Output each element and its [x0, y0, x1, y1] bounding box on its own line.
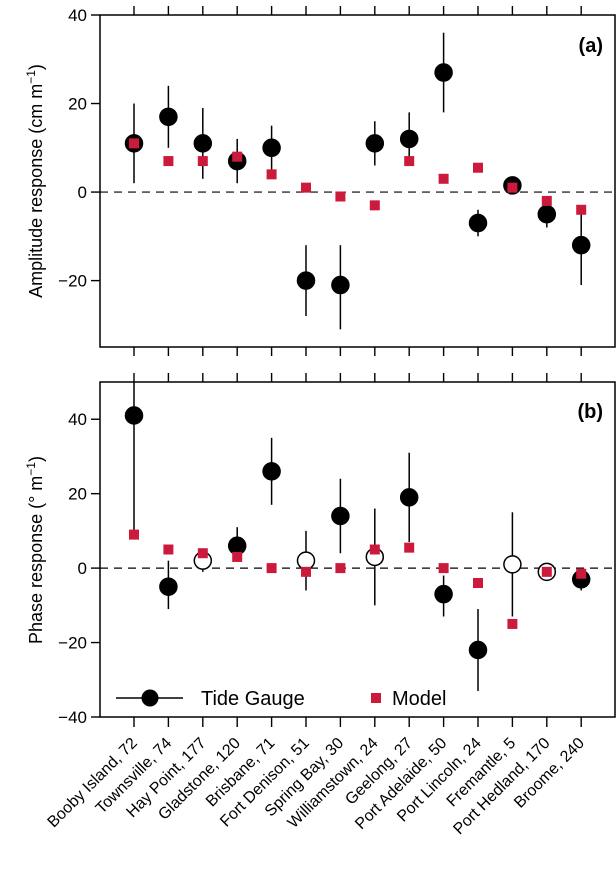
x-axis-ticks: [133, 6, 582, 727]
tide-gauge-point: [399, 488, 419, 507]
y-tick-label: −20: [58, 634, 87, 653]
y-tick-label: −40: [58, 708, 87, 727]
tide-gauge-point: [296, 551, 316, 570]
model-point: [232, 151, 243, 162]
legend-gauge-label: Tide Gauge: [201, 688, 305, 710]
model-point: [438, 563, 449, 574]
panel-amplitude: −20 0 20 40 (a) Amplitude response (cm m−1): [24, 6, 616, 348]
model-series: [129, 529, 587, 629]
model-point: [335, 191, 346, 202]
y-axis: −40 −20 0 20 40: [58, 410, 100, 727]
y-tick-label: 40: [68, 6, 87, 25]
y-axis: −20 0 20 40: [58, 6, 100, 291]
y-tick-label: 0: [78, 183, 87, 202]
tide-gauge-point: [331, 275, 350, 295]
panel-label: (b): [577, 401, 603, 423]
model-point: [576, 568, 587, 579]
tide-gauge-point: [434, 584, 453, 604]
model-point: [473, 578, 483, 588]
model-point: [438, 173, 449, 184]
model-point: [507, 182, 518, 193]
legend-model-label: Model: [392, 688, 446, 710]
tide-gauge-point: [399, 129, 419, 149]
legend-gauge-marker: [141, 689, 159, 707]
tide-gauge-point: [468, 213, 488, 233]
y-tick-label: −20: [58, 272, 87, 291]
model-point: [404, 542, 415, 553]
tide-gauge-point: [262, 462, 281, 481]
model-point: [369, 200, 380, 211]
tide-gauge-point: [262, 138, 281, 158]
tide-gauge-point: [468, 640, 488, 660]
model-point: [473, 162, 483, 173]
tide-gauge-point: [571, 235, 591, 255]
tide-gauge-point: [193, 134, 213, 153]
model-point: [129, 138, 139, 149]
tide-gauge-point: [365, 134, 385, 153]
model-point: [335, 563, 346, 574]
tide-gauge-point: [331, 506, 350, 526]
model-point: [197, 548, 208, 559]
model-point: [301, 182, 311, 193]
y-axis-label: Phase response (° m−1): [24, 456, 46, 644]
model-point: [163, 544, 174, 555]
y-tick-label: 0: [78, 559, 87, 578]
model-point: [576, 204, 587, 215]
model-point: [197, 156, 208, 167]
y-tick-label: 40: [68, 410, 87, 429]
tide-gauge-point: [434, 63, 453, 82]
model-point: [266, 169, 277, 180]
legend-model-marker: [371, 693, 381, 703]
panel-phase: −40 −20 0 20 40 (b) Phase response (° m−1): [24, 381, 616, 727]
model-series: [129, 138, 587, 215]
panel-label: (a): [579, 35, 603, 57]
plot-frame: [99, 14, 616, 348]
legend: Tide Gauge Model: [116, 688, 446, 710]
model-point: [507, 618, 518, 629]
tide-gauge-point: [537, 204, 557, 224]
tide-gauge-series: [124, 382, 591, 691]
y-tick-label: 20: [68, 485, 87, 504]
tide-gauge-point: [124, 406, 144, 425]
tide-gauge-point: [227, 536, 247, 556]
model-point: [301, 566, 311, 577]
model-point: [232, 551, 243, 562]
model-point: [266, 563, 277, 574]
model-point: [404, 156, 415, 167]
tide-gauge-series: [124, 32, 591, 330]
tide-gauge-point: [159, 577, 178, 596]
model-point: [163, 156, 174, 167]
y-axis-label: Amplitude response (cm m−1): [24, 64, 46, 298]
model-point: [541, 566, 552, 577]
tide-gauge-point: [159, 107, 178, 127]
model-point: [129, 529, 139, 540]
model-point: [369, 544, 380, 555]
model-point: [541, 195, 552, 206]
plot-frame: [99, 381, 616, 718]
tide-gauge-point: [503, 555, 522, 574]
y-tick-label: 20: [68, 95, 87, 114]
tide-gauge-point: [296, 271, 316, 290]
